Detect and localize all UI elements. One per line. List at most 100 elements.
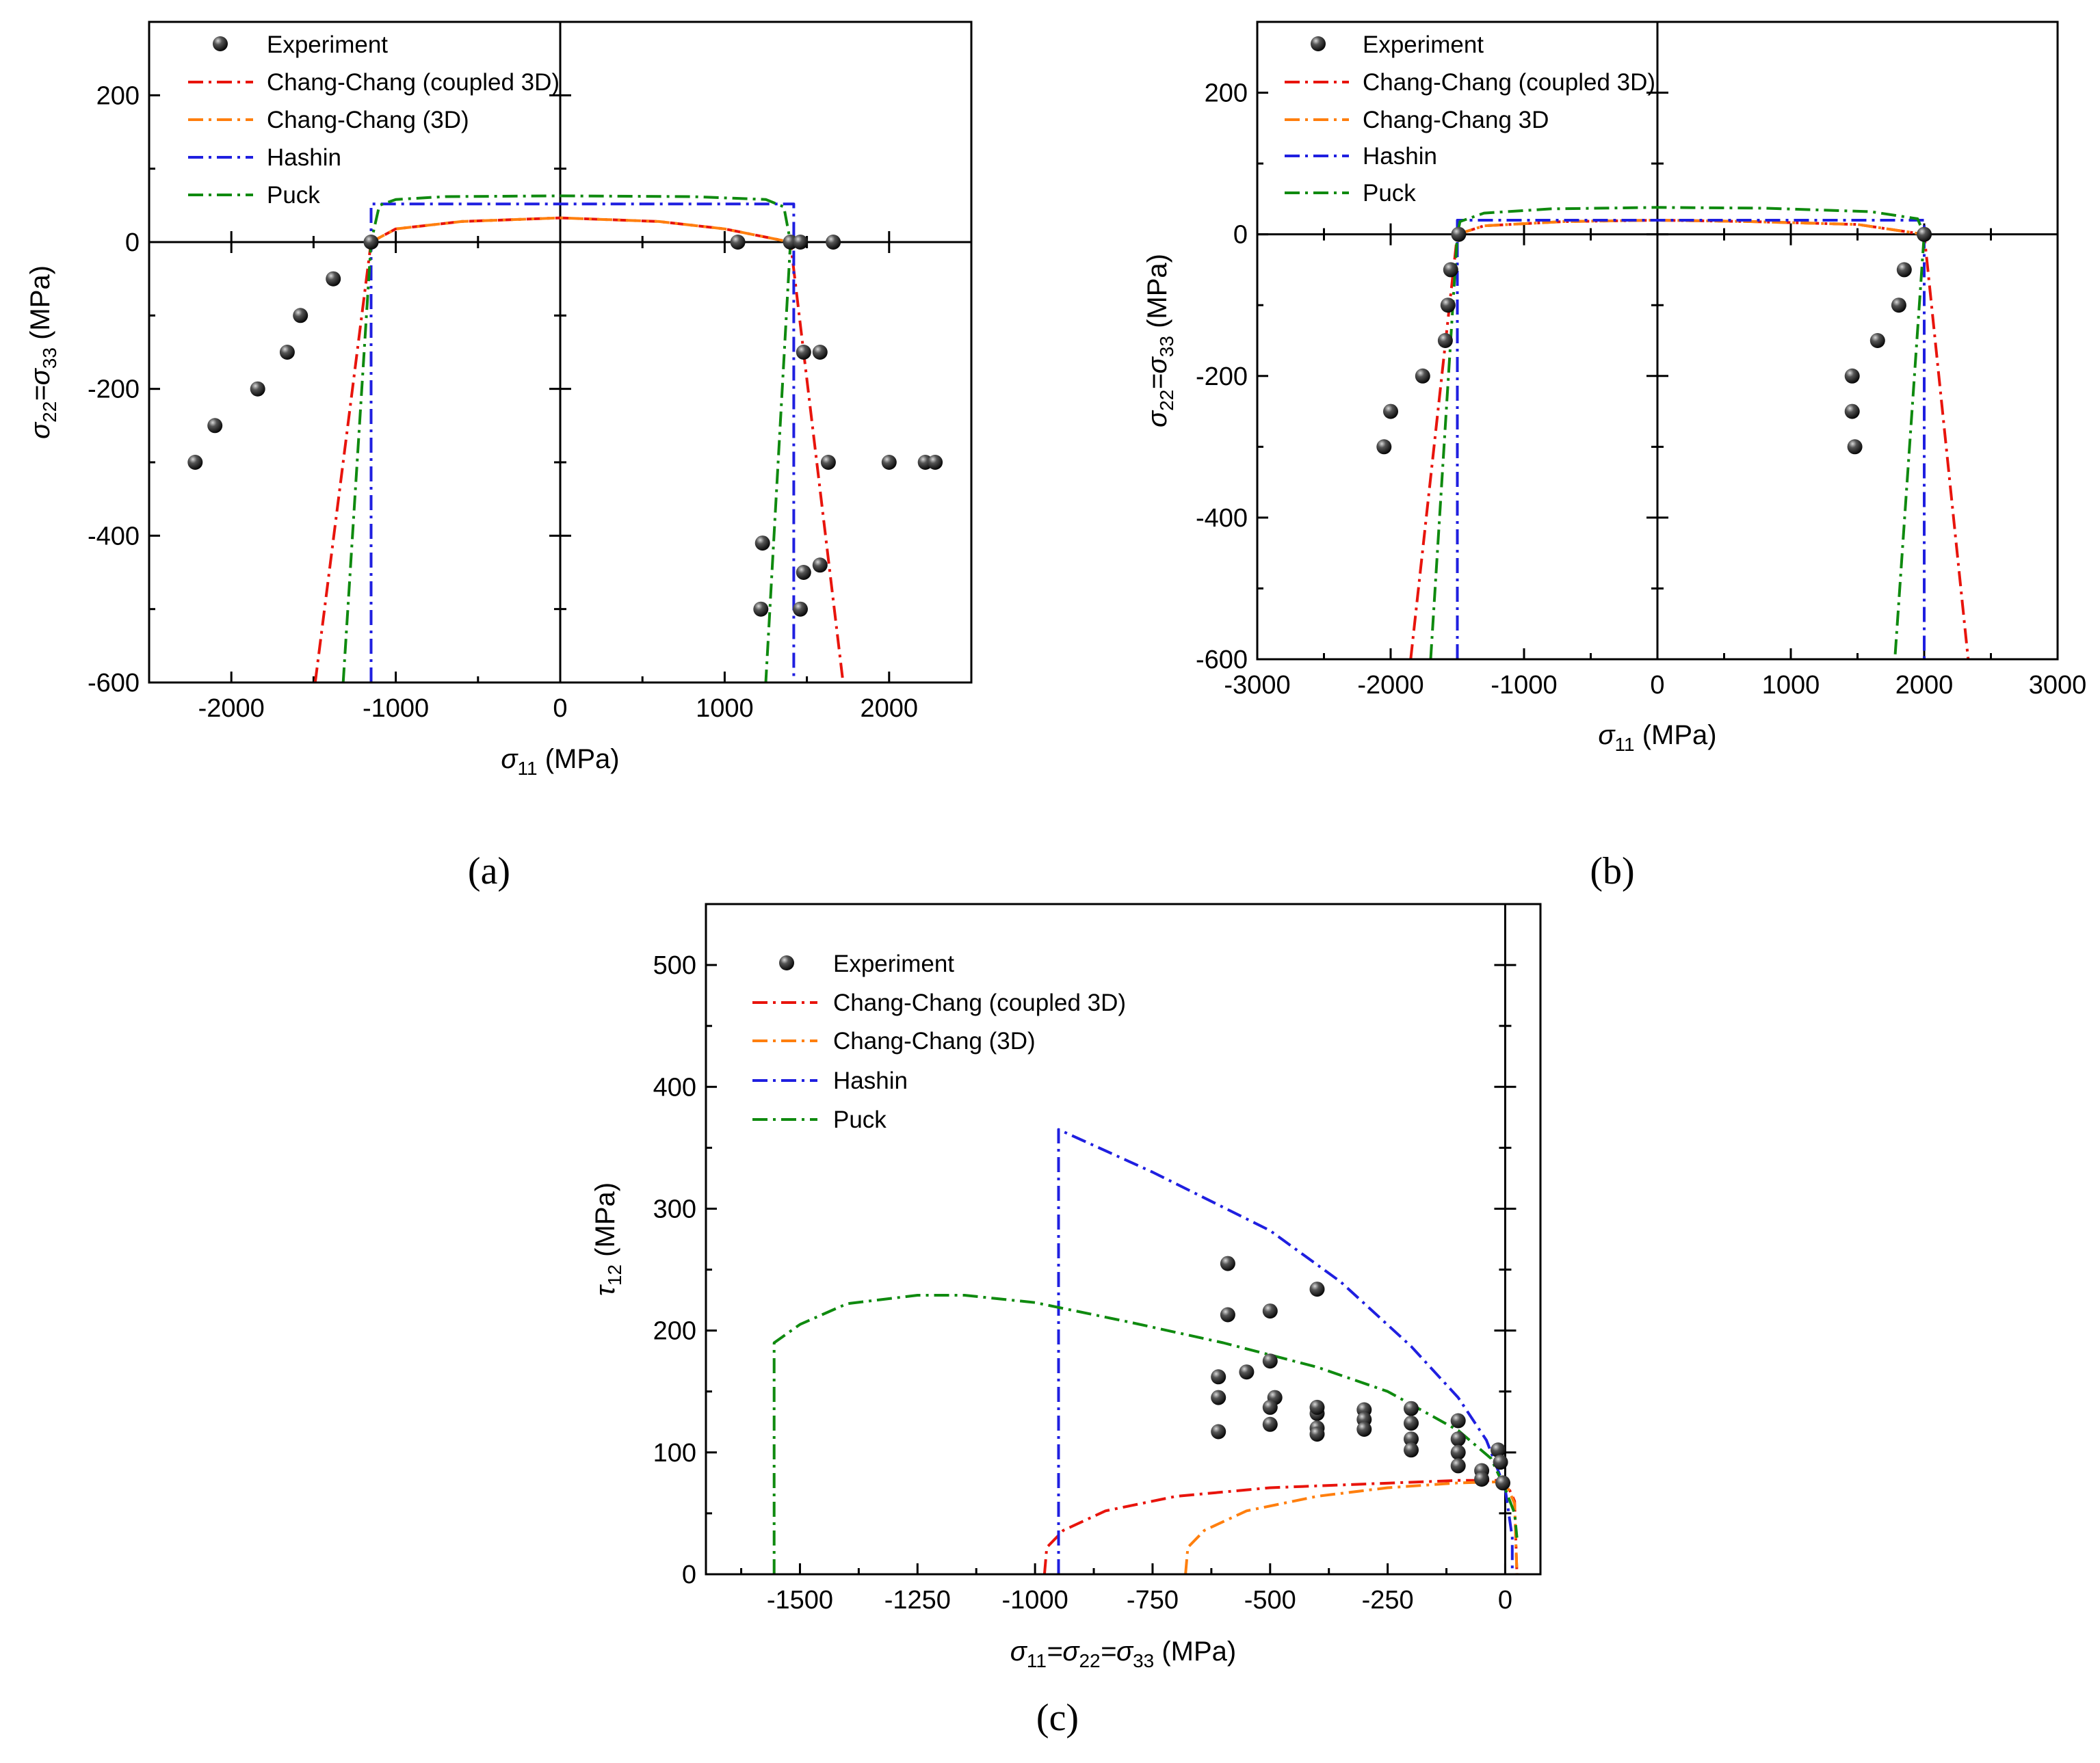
series-line-puck [341,194,792,682]
x-tick-label: 2000 [1895,671,1954,700]
experiment-point [796,345,811,360]
experiment-point [1491,1442,1506,1458]
experiment-point [363,235,379,250]
y-tick-label: -200 [1196,362,1248,391]
plot-frame [1256,21,2059,661]
experiment-point [1220,1307,1235,1323]
x-tick-label: -1000 [1002,1586,1068,1615]
experiment-point [1211,1369,1226,1385]
experiment-point [812,345,828,360]
experiment-point [1443,262,1458,278]
x-axis-label: σ11=σ22=σ33 (MPa) [1010,1636,1236,1671]
experiment-point [1404,1416,1419,1431]
y-axis-label: σ22=σ33 (MPa) [25,265,60,439]
legend-marker-experiment [779,955,794,970]
experiment-point [1847,439,1863,455]
experiment-point [326,271,341,287]
series-line-chang-3d [1456,219,1925,236]
experiment-point [250,381,265,397]
panel-label-a: (a) [468,850,510,892]
experiment-point [1220,1256,1235,1271]
experiment-point [1891,297,1906,313]
experiment-point [1450,1444,1466,1460]
experiment-point [1262,1416,1278,1432]
experiment-point [1415,368,1430,384]
experiment-point [1450,1431,1466,1447]
legend-label-hashin: Hashin [267,144,341,171]
legend-marker-experiment [1311,36,1326,51]
y-tick-label: 0 [1233,221,1248,250]
experiment-point [1437,333,1453,348]
x-axis-label: σ11 (MPa) [1598,720,1716,755]
experiment-point [928,455,943,470]
series-line-hashin [1456,219,1926,659]
x-tick-label: -1000 [363,694,429,723]
y-tick-label: 200 [1205,79,1248,108]
experiment-point [187,455,203,470]
y-tick-label: -200 [88,375,140,404]
x-tick-label: -500 [1244,1586,1296,1615]
y-tick-label: 100 [653,1439,696,1468]
experiment-point [826,235,841,250]
plot-frame [148,21,973,684]
experiment-point [1493,1455,1508,1470]
experiment-point [1239,1364,1255,1380]
experiment-point [1474,1472,1490,1487]
experiment-point [1917,226,1932,242]
y-tick-label: -600 [1196,646,1248,674]
experiment-point [207,418,223,434]
experiment-point [1844,368,1860,384]
x-tick-label: 2000 [861,694,919,723]
x-tick-label: -2000 [198,694,265,723]
y-tick-label: 200 [96,81,140,110]
y-tick-label: 500 [653,951,696,980]
x-tick-label: 0 [1650,671,1664,700]
experiment-point [1262,1353,1278,1369]
experiment-point [1844,403,1860,419]
x-tick-label: 1000 [696,694,754,723]
panel-b: -3000 -2000 -1000 0 1000 2000 3000-600-400-200… [1142,21,2086,892]
experiment-point [1495,1475,1510,1491]
legend-label-chang-coupled: Chang-Chang (coupled 3D) [833,990,1126,1016]
legend-label-chang-3d: Chang-Chang (3D) [267,107,469,133]
x-tick-label: -750 [1127,1586,1179,1615]
experiment-point [820,455,836,470]
experiment-point [1404,1401,1419,1416]
series-line-puck [772,1294,1519,1574]
experiment-point [1211,1424,1226,1440]
experiment-point [796,565,811,580]
series-line-hashin [369,202,796,682]
y-tick-label: 0 [682,1561,696,1589]
x-tick-label: -1000 [1491,671,1557,700]
legend-label-puck: Puck [1363,180,1416,207]
experiment-point [1440,297,1456,313]
y-axis-label: τ12 (MPa) [590,1182,625,1296]
experiment-point [1262,1399,1278,1415]
experiment-point [1383,403,1398,419]
experiment-point [1262,1303,1278,1319]
legend-label-experiment: Experiment [833,951,954,977]
experiment-point [279,345,295,360]
experiment-point [1356,1422,1372,1437]
y-tick-label: 300 [653,1195,696,1223]
x-tick-label: -1500 [767,1586,833,1615]
x-tick-label: 0 [553,694,567,723]
experiment-point [1404,1442,1419,1458]
experiment-point [293,308,309,323]
panel-label-b: (b) [1590,850,1634,892]
series-line-chang-coupled [1409,219,1970,659]
experiment-point [730,235,746,250]
panel-label-c: (c) [1036,1697,1079,1739]
legend-marker-experiment [213,36,228,51]
legend-label-experiment: Experiment [1363,31,1484,58]
series-line-chang-coupled [1042,1479,1519,1574]
legend-label-chang-3d: Chang-Chang (3D) [833,1028,1036,1055]
experiment-point [793,235,808,250]
y-axis-label: σ22=σ33 (MPa) [1142,254,1177,427]
y-tick-label: -600 [88,669,140,698]
experiment-point [793,601,808,617]
experiment-point [812,557,828,573]
experiment-point [1309,1399,1325,1415]
legend-label-hashin: Hashin [1363,143,1437,170]
